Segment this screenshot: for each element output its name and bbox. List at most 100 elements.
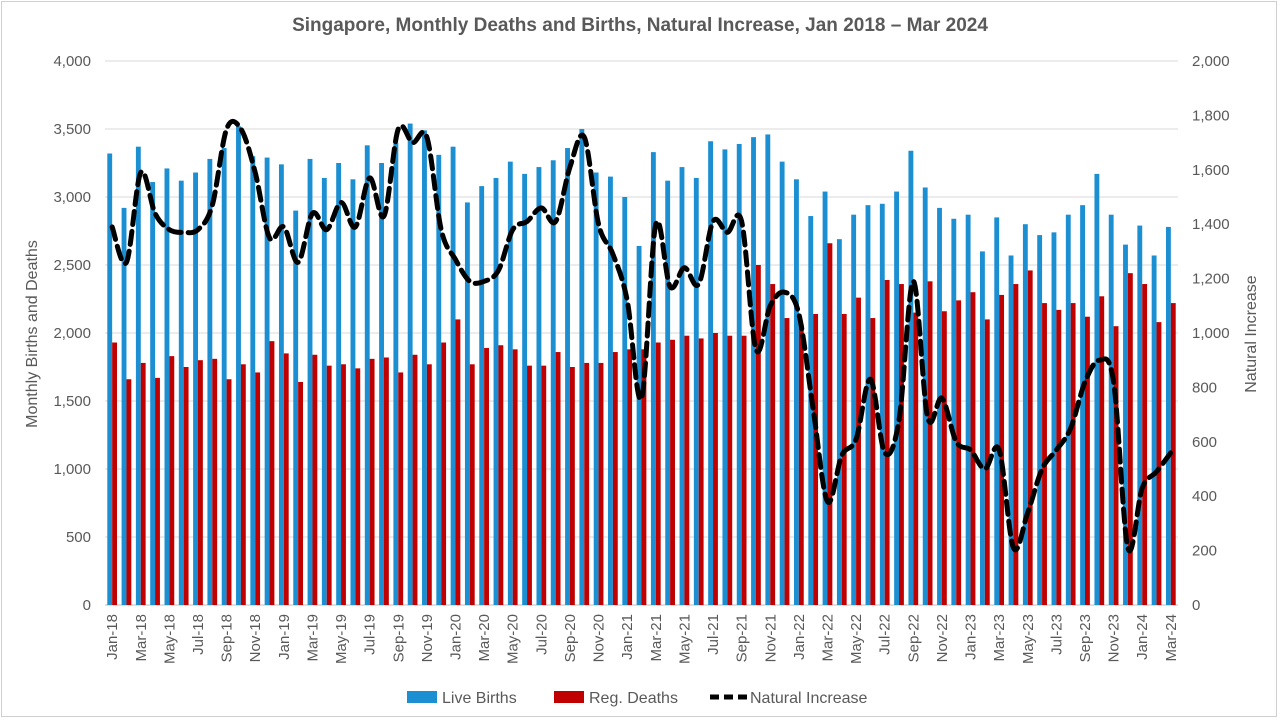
bar-live-births <box>464 202 470 605</box>
bar-live-births <box>407 123 413 605</box>
bar-reg-deaths <box>498 345 504 605</box>
x-tick-label: Jul-23 <box>1048 614 1065 655</box>
bar-reg-deaths <box>1085 316 1090 605</box>
x-tick-label: May-21 <box>676 614 693 664</box>
bar-live-births <box>579 129 585 605</box>
bar-reg-deaths <box>169 356 175 605</box>
bar-reg-deaths <box>1142 284 1148 605</box>
y2-tick-label: 800 <box>1192 379 1217 396</box>
bar-reg-deaths <box>741 335 747 605</box>
reg-deaths-bars <box>112 243 1176 606</box>
chart-title: Singapore, Monthly Deaths and Births, Na… <box>292 15 988 36</box>
bar-reg-deaths <box>126 379 132 605</box>
bar-live-births <box>1165 226 1171 606</box>
y2-tick-label: 0 <box>1192 597 1200 614</box>
bar-reg-deaths <box>813 313 819 605</box>
y2-tick-label: 1,600 <box>1192 162 1230 179</box>
x-tick-label: May-23 <box>1020 614 1037 664</box>
bar-live-births <box>479 186 485 605</box>
bar-live-births <box>493 177 499 605</box>
y2-tick-label: 1,200 <box>1192 271 1230 288</box>
bar-live-births <box>965 214 971 605</box>
x-tick-label: May-20 <box>505 614 522 664</box>
bar-live-births <box>522 173 528 605</box>
bar-reg-deaths <box>455 319 461 605</box>
bar-reg-deaths <box>941 311 947 605</box>
live-births-bars <box>107 123 1171 606</box>
x-tick-label: Mar-18 <box>133 614 150 662</box>
y2-tick-label: 200 <box>1192 543 1217 560</box>
bar-live-births <box>951 218 957 605</box>
bar-reg-deaths <box>641 349 647 605</box>
bar-live-births <box>1094 173 1100 605</box>
bar-reg-deaths <box>970 292 976 605</box>
bar-reg-deaths <box>755 265 761 605</box>
right-y-axis-ticks: 0 200 400 600 800 1,000 1,200 1,400 1,600 1,800 2,… <box>1192 53 1230 614</box>
x-tick-label: Nov-18 <box>247 614 264 662</box>
y-axis-title: Monthly Births and Deaths <box>24 240 41 428</box>
bar-live-births <box>665 180 671 605</box>
bar-live-births <box>350 179 356 605</box>
y2-tick-label: 1,800 <box>1192 107 1230 124</box>
bar-live-births <box>879 203 885 606</box>
x-tick-label: Jul-18 <box>190 614 207 655</box>
x-tick-label: Nov-22 <box>934 614 951 662</box>
bar-reg-deaths <box>698 338 704 605</box>
x-tick-label: Sep-21 <box>734 614 751 662</box>
bar-reg-deaths <box>956 300 962 605</box>
bar-reg-deaths <box>283 353 289 605</box>
bar-live-births <box>450 146 456 605</box>
bar-live-births <box>808 216 814 606</box>
x-tick-label: Mar-21 <box>648 614 665 662</box>
x-tick-label: Jan-24 <box>1134 614 1151 660</box>
bar-reg-deaths <box>383 357 389 605</box>
bar-reg-deaths <box>1056 309 1062 605</box>
bar-live-births <box>1137 225 1143 605</box>
bar-live-births <box>393 142 399 605</box>
bar-live-births <box>622 197 628 605</box>
bar-reg-deaths <box>140 362 146 605</box>
bar-live-births <box>164 168 170 605</box>
bar-live-births <box>593 172 599 605</box>
bar-live-births <box>336 163 342 605</box>
y-tick-label: 1,000 <box>53 461 91 478</box>
x-tick-label: Mar-19 <box>304 614 321 662</box>
x-tick-label: May-22 <box>848 614 865 664</box>
y-tick-label: 3,500 <box>53 121 91 138</box>
bar-reg-deaths <box>426 364 432 605</box>
bar-reg-deaths <box>841 313 847 605</box>
bar-live-births <box>107 153 113 606</box>
legend-label-reg-deaths: Reg. Deaths <box>589 690 678 707</box>
bar-reg-deaths <box>827 243 833 606</box>
x-tick-label: Sep-18 <box>219 614 236 662</box>
bar-live-births <box>608 176 613 605</box>
bar-reg-deaths <box>155 377 160 605</box>
bar-live-births <box>908 150 914 605</box>
left-y-axis-ticks: 0 500 1,000 1,500 2,000 2,500 3,000 3,500 4,000 <box>53 53 91 614</box>
bar-reg-deaths <box>541 365 547 605</box>
bar-reg-deaths <box>326 365 332 605</box>
x-tick-label: Sep-20 <box>562 614 579 662</box>
x-tick-label: Nov-23 <box>1106 614 1123 662</box>
y-tick-label: 500 <box>66 529 91 546</box>
bar-reg-deaths <box>1156 322 1162 605</box>
x-tick-label: Jul-19 <box>362 614 379 655</box>
x-tick-label: Jan-18 <box>104 614 121 660</box>
bar-reg-deaths <box>1170 303 1176 605</box>
bar-live-births <box>650 152 656 605</box>
bar-live-births <box>1108 214 1114 605</box>
y2-tick-label: 1,400 <box>1192 216 1230 233</box>
x-tick-label: Jul-21 <box>705 614 722 655</box>
bar-live-births <box>364 145 370 605</box>
bar-reg-deaths <box>197 360 203 605</box>
x-tick-label: Sep-19 <box>390 614 407 662</box>
bar-live-births <box>679 167 685 605</box>
bar-reg-deaths <box>441 342 447 605</box>
bar-live-births <box>1151 255 1157 606</box>
bar-live-births <box>722 149 728 605</box>
bar-live-births <box>1037 235 1043 605</box>
bar-reg-deaths <box>512 349 518 605</box>
bar-live-births <box>565 148 570 606</box>
bar-reg-deaths <box>684 335 690 605</box>
